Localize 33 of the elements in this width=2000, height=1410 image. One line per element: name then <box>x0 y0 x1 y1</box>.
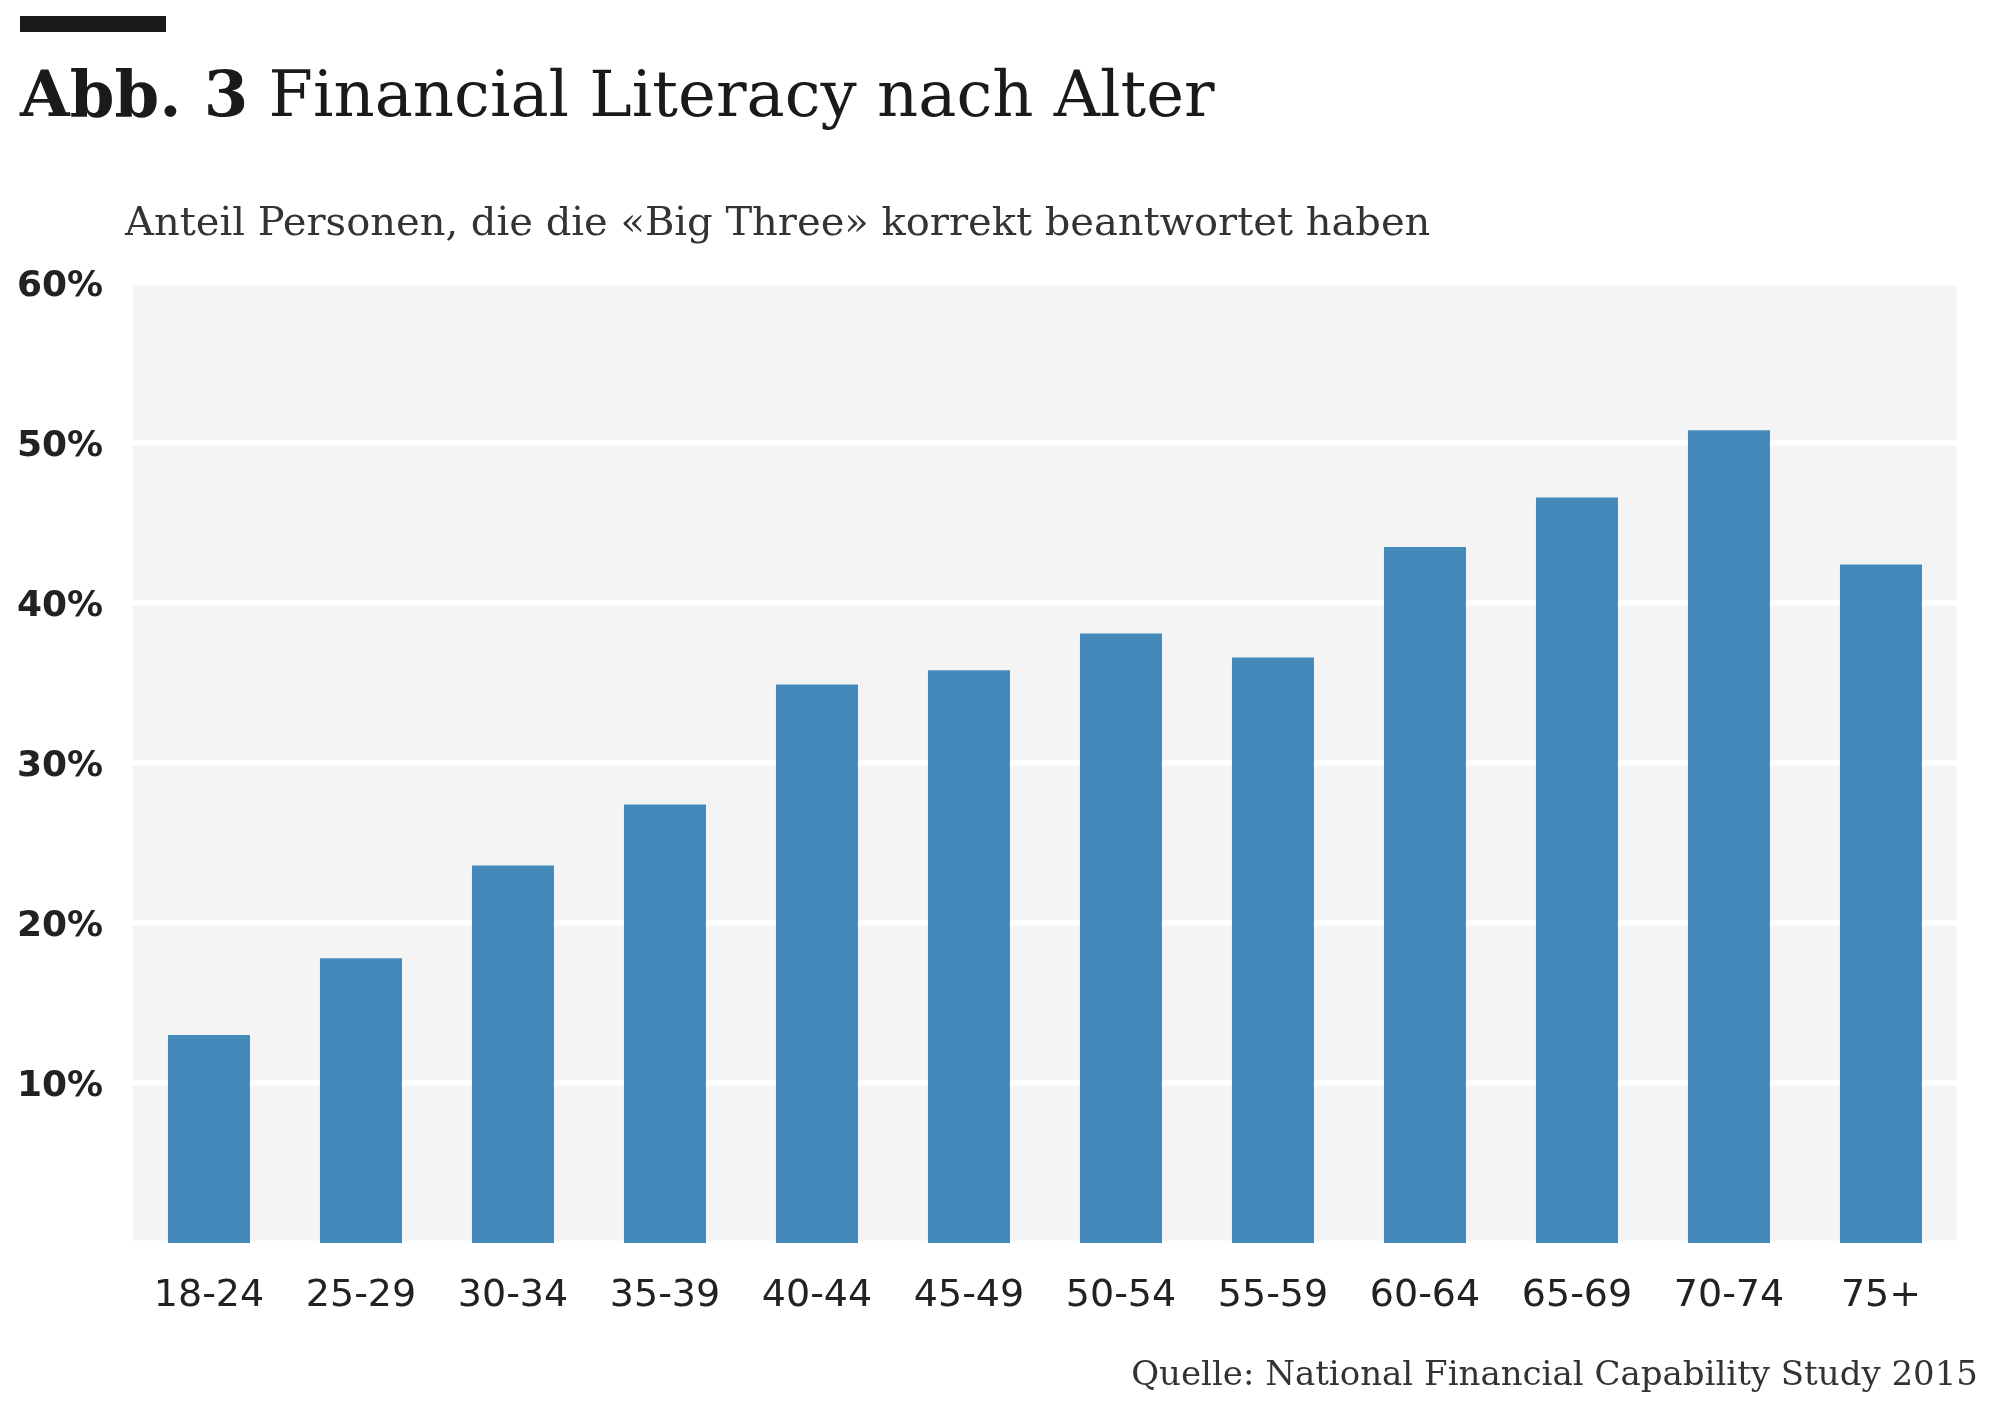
bar <box>1383 547 1466 1243</box>
bar <box>1687 430 1770 1243</box>
x-tick-label: 75+ <box>1840 1270 1922 1315</box>
x-tick-label: 25-29 <box>305 1270 417 1315</box>
chart-title: Abb. 3 Financial Literacy nach Alter <box>20 56 1215 131</box>
x-tick-label: 40-44 <box>761 1270 873 1315</box>
y-tick-label: 30% <box>17 742 104 784</box>
y-tick-label: 50% <box>17 422 104 464</box>
bar <box>1839 564 1922 1243</box>
x-tick-label: 35-39 <box>609 1270 721 1315</box>
y-tick-label: 60% <box>17 262 104 304</box>
x-tick-label: 70-74 <box>1673 1270 1785 1315</box>
bar <box>319 958 402 1243</box>
bar <box>167 1035 250 1243</box>
y-tick-label: 10% <box>17 1062 104 1104</box>
x-tick-label: 65-69 <box>1521 1270 1633 1315</box>
bar <box>1535 497 1618 1243</box>
y-tick-label: 40% <box>17 582 104 624</box>
bar <box>1231 657 1314 1243</box>
x-tick-label: 30-34 <box>457 1270 569 1315</box>
bar <box>471 865 554 1243</box>
x-tick-label: 55-59 <box>1217 1270 1329 1315</box>
source-note: Quelle: National Financial Capability Study 2015 <box>1131 1353 1978 1393</box>
x-tick-label: 45-49 <box>913 1270 1025 1315</box>
bar <box>927 670 1010 1243</box>
x-tick-label: 18-24 <box>153 1270 265 1315</box>
x-tick-label: 60-64 <box>1369 1270 1481 1315</box>
chart-subtitle: Anteil Personen, die die «Big Three» korrekt beantwortet haben <box>125 198 1431 244</box>
y-tick-label: 20% <box>17 902 104 944</box>
bar <box>623 804 706 1243</box>
bar <box>1079 633 1162 1243</box>
bar <box>775 684 858 1243</box>
x-tick-label: 50-54 <box>1065 1270 1177 1315</box>
